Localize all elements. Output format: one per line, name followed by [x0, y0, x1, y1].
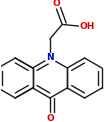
- Text: O: O: [53, 0, 60, 8]
- Text: N: N: [46, 53, 54, 62]
- Text: OH: OH: [79, 22, 94, 30]
- Text: O: O: [46, 114, 54, 122]
